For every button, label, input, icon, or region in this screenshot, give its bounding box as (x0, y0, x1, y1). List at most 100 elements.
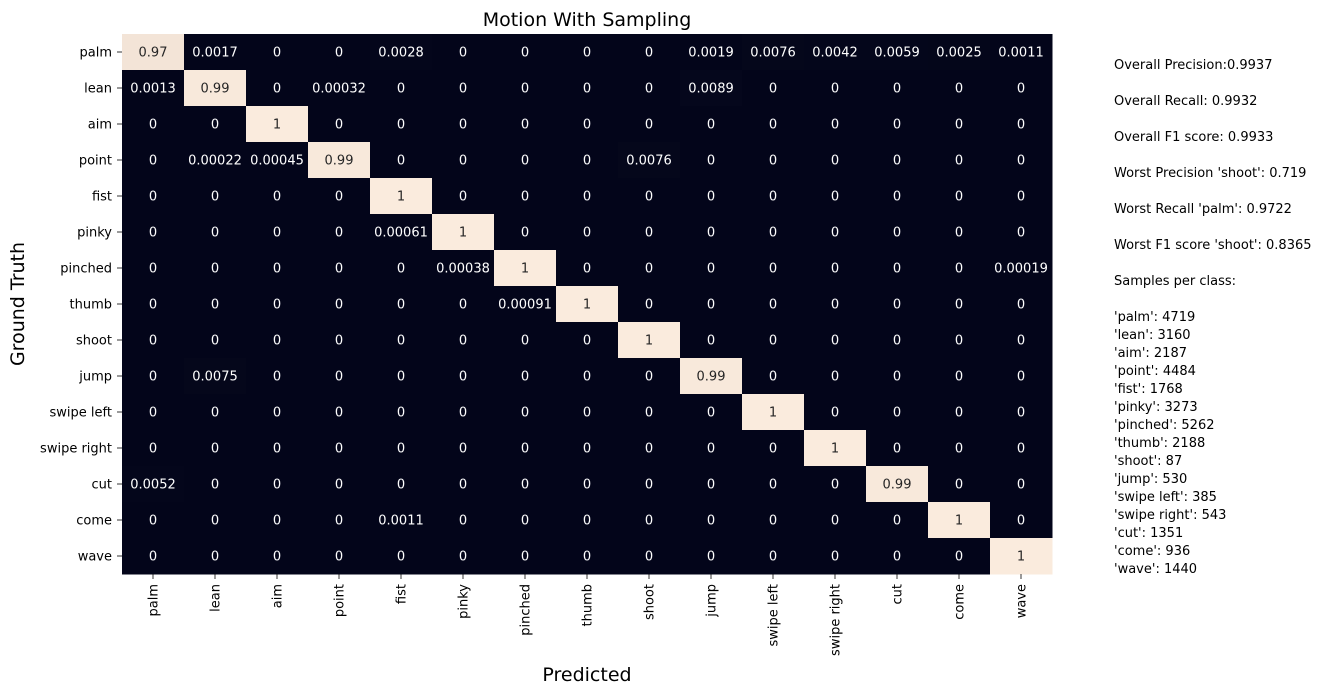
heatmap-cell-palm-aim (246, 34, 309, 71)
heatmap-cell-palm-pinched (494, 34, 557, 71)
cell-value-label: 0 (273, 370, 281, 385)
heatmap-cell-pinky-fist (370, 214, 433, 251)
heatmap-cell-lean-pinched (494, 70, 557, 107)
heatmap-cell-lean-cut (866, 70, 929, 107)
cell-value-label: 0 (707, 154, 715, 169)
heatmap-cell-swipe-left-jump (680, 394, 743, 431)
cell-value-label: 0 (397, 442, 405, 457)
heatmap-cell-pinky-pinky (432, 214, 495, 251)
heatmap-cell-shoot-fist (370, 322, 433, 359)
x-tick-label-point: point (333, 584, 348, 617)
cell-value-label: 0 (769, 118, 777, 133)
cell-value-label: 1 (831, 442, 839, 457)
cell-value-label: 0 (521, 406, 529, 421)
heatmap-cell-aim-swipe-right (804, 106, 867, 143)
heatmap-cell-come-jump (680, 502, 743, 539)
heatmap-cell-point-point (308, 142, 371, 179)
cell-value-label: 0 (459, 154, 467, 169)
heatmap-cell-swipe-left-point (308, 394, 371, 431)
heatmap-cell-swipe-right-swipe-left (742, 430, 805, 467)
cell-value-label: 0 (831, 118, 839, 133)
heatmap-cell-palm-swipe-right (804, 34, 867, 71)
heatmap-cell-swipe-left-thumb (556, 394, 619, 431)
cell-value-label: 0 (769, 82, 777, 97)
cell-value-label: 0 (707, 550, 715, 565)
x-tick-label-palm: palm (147, 584, 162, 617)
heatmap-cell-thumb-fist (370, 286, 433, 323)
cell-value-label: 0 (893, 442, 901, 457)
heatmap-cell-point-swipe-left (742, 142, 805, 179)
cell-value-label: 0 (211, 118, 219, 133)
heatmap-cell-pinky-wave (990, 214, 1053, 251)
heatmap-cell-swipe-right-palm (122, 430, 185, 467)
cell-value-label: 0 (769, 514, 777, 529)
heatmap-cell-come-lean (184, 502, 247, 539)
cell-value-label: 0 (893, 118, 901, 133)
cell-value-label: 0 (335, 370, 343, 385)
heatmap-cell-shoot-lean (184, 322, 247, 359)
heatmap-cell-swipe-left-cut (866, 394, 929, 431)
heatmap-cell-palm-swipe-left (742, 34, 805, 71)
heatmap-cell-wave-come (928, 538, 991, 575)
heatmap-cell-point-jump (680, 142, 743, 179)
cell-value-label: 0 (645, 550, 653, 565)
heatmap-cell-point-come (928, 142, 991, 179)
sample-count-come: 'come': 936 (1114, 544, 1191, 559)
x-axis-label: Predicted (542, 664, 631, 686)
cell-value-label: 0 (521, 154, 529, 169)
cell-value-label: 0 (459, 370, 467, 385)
heatmap-cell-lean-thumb (556, 70, 619, 107)
heatmap-cell-swipe-right-aim (246, 430, 309, 467)
heatmap-cell-thumb-swipe-left (742, 286, 805, 323)
heatmap-cell-jump-come (928, 358, 991, 395)
cell-value-label: 0 (521, 118, 529, 133)
heatmap-cells (122, 34, 1053, 575)
heatmap-cell-pinched-shoot (618, 250, 681, 287)
cell-value-label: 0 (335, 226, 343, 241)
heatmap-cell-come-palm (122, 502, 185, 539)
heatmap-cell-wave-point (308, 538, 371, 575)
heatmap-cell-thumb-lean (184, 286, 247, 323)
heatmap-cell-lean-lean (184, 70, 247, 107)
cell-value-label: 0 (1017, 406, 1025, 421)
cell-value-label: 0 (397, 370, 405, 385)
heatmap-cell-pinky-thumb (556, 214, 619, 251)
cell-value-label: 0.00061 (374, 226, 428, 241)
heatmap-cell-aim-wave (990, 106, 1053, 143)
heatmap-cell-pinched-aim (246, 250, 309, 287)
cell-value-label: 0 (1017, 118, 1025, 133)
cell-value-label: 0 (831, 478, 839, 493)
cell-value-label: 0.99 (325, 154, 354, 169)
cell-value-label: 0 (645, 46, 653, 61)
cell-value-label: 0 (583, 46, 591, 61)
heatmap-cell-palm-fist (370, 34, 433, 71)
heatmap-cell-shoot-point (308, 322, 371, 359)
cell-value-label: 0 (459, 514, 467, 529)
heatmap-cell-point-cut (866, 142, 929, 179)
cell-value-label: 0 (955, 550, 963, 565)
heatmap-cell-pinky-shoot (618, 214, 681, 251)
heatmap-cell-wave-lean (184, 538, 247, 575)
heatmap-cell-cut-swipe-left (742, 466, 805, 503)
heatmap-cell-shoot-swipe-right (804, 322, 867, 359)
cell-value-label: 0 (893, 514, 901, 529)
cell-value-label: 0.0089 (688, 82, 734, 97)
cell-value-label: 0 (583, 82, 591, 97)
cell-value-label: 0 (645, 514, 653, 529)
cell-value-label: 0 (521, 82, 529, 97)
cell-value-label: 0 (769, 478, 777, 493)
heatmap-cell-palm-pinky (432, 34, 495, 71)
sample-count-shoot: 'shoot': 87 (1114, 454, 1183, 469)
heatmap-cell-pinched-lean (184, 250, 247, 287)
cell-value-label: 0 (1017, 82, 1025, 97)
cell-value-label: 0 (893, 154, 901, 169)
cell-value-label: 0.0019 (688, 46, 734, 61)
cell-value-label: 0 (149, 406, 157, 421)
heatmap-cell-fist-pinky (432, 178, 495, 215)
cell-value-label: 0 (335, 478, 343, 493)
heatmap-cell-fist-come (928, 178, 991, 215)
cell-value-label: 0 (273, 82, 281, 97)
heatmap-cell-pinched-thumb (556, 250, 619, 287)
cell-value-label: 0 (583, 226, 591, 241)
cell-value-label: 0 (273, 514, 281, 529)
